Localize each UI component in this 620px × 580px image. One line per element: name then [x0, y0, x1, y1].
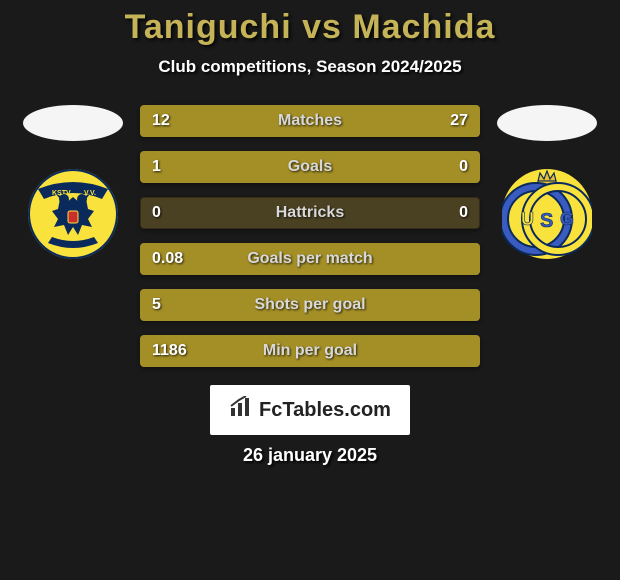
crest-right-letter-s: S	[540, 210, 553, 232]
stat-fill-left	[140, 243, 480, 275]
stat-bar: 0.08Goals per match	[140, 243, 480, 275]
stat-fill-left	[140, 335, 480, 367]
stat-bar: 1186Min per goal	[140, 335, 480, 367]
stat-value-right: 0	[459, 151, 468, 183]
stat-bar: 1227Matches	[140, 105, 480, 137]
brand-text: FcTables.com	[259, 399, 391, 422]
stat-fill-right	[245, 105, 480, 137]
club-crest-right: U S G	[502, 169, 592, 259]
stat-bar: 0 0Hattricks	[140, 197, 480, 229]
player-left-disc	[23, 105, 123, 141]
page-title: Taniguchi vs Machida	[0, 8, 620, 47]
crest-right-letter-u: U	[521, 209, 534, 229]
content-row: KSTV V.V. 1227Matches10Goals00Hattrick	[0, 105, 620, 367]
brand-box[interactable]: FcTables.com	[210, 385, 410, 435]
stat-value-left: 1	[152, 151, 161, 183]
stat-fill-right	[412, 151, 480, 183]
stat-fill-left	[140, 289, 480, 321]
club-crest-left: KSTV V.V.	[28, 169, 118, 259]
stat-value-left: 0.08	[152, 243, 183, 275]
crest-right-svg: U S G	[502, 169, 592, 259]
chart-icon	[229, 396, 253, 424]
stat-value-right: 27	[450, 105, 468, 137]
stat-bars: 1227Matches10Goals00Hattricks0.08Goals p…	[140, 105, 480, 367]
player-left-column: KSTV V.V.	[18, 105, 128, 259]
subtitle: Club competitions, Season 2024/2025	[0, 57, 620, 77]
stat-bar: 5Shots per goal	[140, 289, 480, 321]
stat-value-right: 0	[459, 197, 468, 229]
player-right-column: U S G	[492, 105, 602, 259]
stat-fill-left	[140, 151, 412, 183]
stat-bar: 10Goals	[140, 151, 480, 183]
comparison-card: Taniguchi vs Machida Club competitions, …	[0, 0, 620, 580]
stat-value-left: 12	[152, 105, 170, 137]
crest-right-letter-g: G	[560, 209, 574, 229]
stat-label: Hattricks	[140, 197, 480, 229]
date-text: 26 january 2025	[0, 445, 620, 466]
crest-left-svg: KSTV V.V.	[28, 169, 118, 259]
stat-value-left: 0	[152, 197, 161, 229]
stat-value-left: 1186	[152, 335, 187, 367]
stat-value-left: 5	[152, 289, 161, 321]
player-right-disc	[497, 105, 597, 141]
